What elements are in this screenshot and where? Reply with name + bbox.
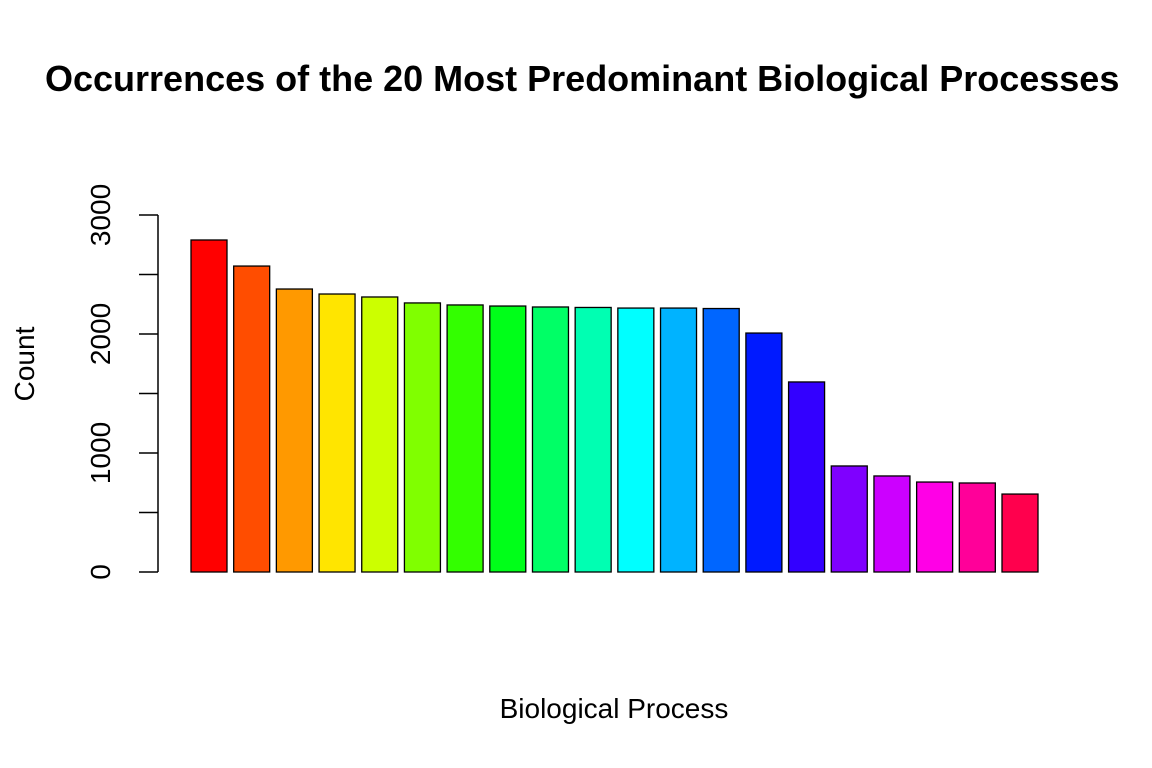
x-axis-label: Biological Process <box>500 693 729 724</box>
bar-17 <box>873 475 911 573</box>
bar-6 <box>403 302 442 573</box>
chart-title: Occurrences of the 20 Most Predominant B… <box>45 58 1119 99</box>
y-tick-label: 1000 <box>85 422 116 484</box>
bar-10 <box>574 306 612 573</box>
bar-18 <box>915 481 954 573</box>
bar-20 <box>1001 493 1039 573</box>
bar-11 <box>617 307 655 573</box>
y-tick-label: 2000 <box>85 303 116 365</box>
y-tick-label: 3000 <box>85 184 116 246</box>
bar-14 <box>745 332 783 573</box>
bar-19 <box>958 482 996 573</box>
bar-5 <box>361 296 399 573</box>
y-axis-label: Count <box>9 326 40 401</box>
bar-9 <box>531 306 570 573</box>
bar-7 <box>446 304 484 573</box>
bar-1 <box>190 239 228 573</box>
bar-15 <box>787 381 826 573</box>
bar-13 <box>702 307 740 573</box>
bar-4 <box>318 293 356 573</box>
y-tick-label: 0 <box>85 564 116 580</box>
bar-12 <box>659 307 698 573</box>
bar-8 <box>489 305 527 573</box>
bar-3 <box>275 288 314 573</box>
bar-2 <box>233 265 271 573</box>
bar-16 <box>830 465 868 573</box>
